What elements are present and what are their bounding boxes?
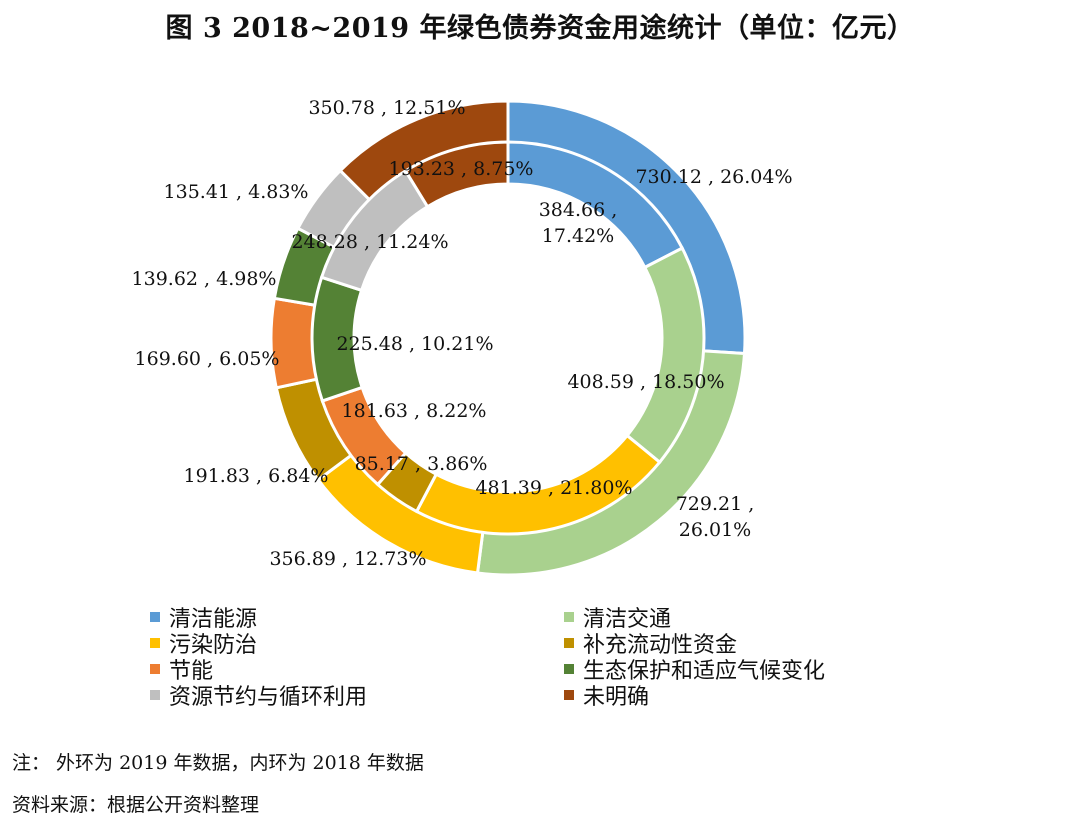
legend-label: 清洁能源 — [169, 607, 258, 632]
legend-item: 节能 — [150, 656, 564, 684]
outer-ring-data-label-6: 139.62 , 4.98% — [132, 268, 277, 290]
legend-label: 节能 — [169, 659, 214, 684]
legend-item: 污染防治 — [150, 630, 564, 658]
donut-chart: 730.12 , 26.04% 729.21 , 26.01% 356.89 , 12… — [132, 97, 793, 577]
legend-swatch — [150, 664, 160, 674]
legend-swatch — [564, 638, 574, 648]
legend-label: 未明确 — [583, 685, 650, 710]
legend-swatch — [564, 612, 574, 622]
legend-label: 资源节约与循环利用 — [169, 685, 368, 710]
outer-ring-data-label-4: 191.83 , 6.84% — [184, 465, 329, 487]
chart-title: 图 3 2018~2019 年绿色债券资金用途统计（单位：亿元） — [165, 13, 915, 44]
legend-swatch — [150, 612, 160, 622]
chart-legend: 清洁能源 清洁交通污染防治 补充流动性资金节能 生态保护和适应气候变化资源节约与循环利… — [150, 604, 910, 710]
inner-ring-data-label-5: 181.63 , 8.22% — [342, 400, 487, 422]
legend-swatch — [150, 690, 160, 700]
outer-ring-data-label-2: 729.21 , 26.01% — [676, 493, 755, 541]
legend-swatch — [564, 690, 574, 700]
inner-ring-data-label-4: 85.17 , 3.86% — [355, 453, 488, 475]
outer-ring-data-label-1: 730.12 , 26.04% — [635, 166, 792, 188]
chart-note: 注： 外环为 2019 年数据，内环为 2018 年数据 — [12, 752, 424, 774]
legend-label: 清洁交通 — [583, 607, 672, 632]
inner-ring-data-label-3: 481.39 , 21.80% — [475, 477, 632, 499]
legend-item: 清洁能源 — [150, 604, 564, 632]
legend-item: 资源节约与循环利用 — [150, 682, 564, 710]
inner-ring-data-label-8: 193.23 , 8.75% — [389, 158, 534, 180]
legend-label: 补充流动性资金 — [583, 633, 738, 658]
inner-ring-slice-8 — [403, 140, 510, 209]
legend-item: 生态保护和适应气候变化 — [564, 656, 910, 684]
outer-ring-data-label-3: 356.89 , 12.73% — [269, 548, 426, 570]
outer-ring-data-label-8: 350.78 , 12.51% — [308, 97, 465, 119]
legend-item: 未明确 — [564, 682, 910, 710]
inner-ring-data-label-1: 384.66 , 17.42% — [539, 199, 618, 247]
legend-label: 生态保护和适应气候变化 — [583, 659, 826, 684]
legend-item: 补充流动性资金 — [564, 630, 910, 658]
legend-item: 清洁交通 — [564, 604, 910, 632]
legend-label: 污染防治 — [169, 633, 258, 658]
inner-ring-data-label-6: 225.48 , 10.21% — [336, 333, 493, 355]
outer-ring-data-label-5: 169.60 , 6.05% — [135, 348, 280, 370]
inner-ring-data-label-2: 408.59 , 18.50% — [567, 371, 724, 393]
outer-ring-data-label-7: 135.41 , 4.83% — [164, 181, 309, 203]
legend-swatch — [564, 664, 574, 674]
inner-ring-data-label-7: 248.28 , 11.24% — [291, 231, 448, 253]
legend-swatch — [150, 638, 160, 648]
data-source: 资料来源：根据公开资料整理 — [12, 794, 260, 816]
